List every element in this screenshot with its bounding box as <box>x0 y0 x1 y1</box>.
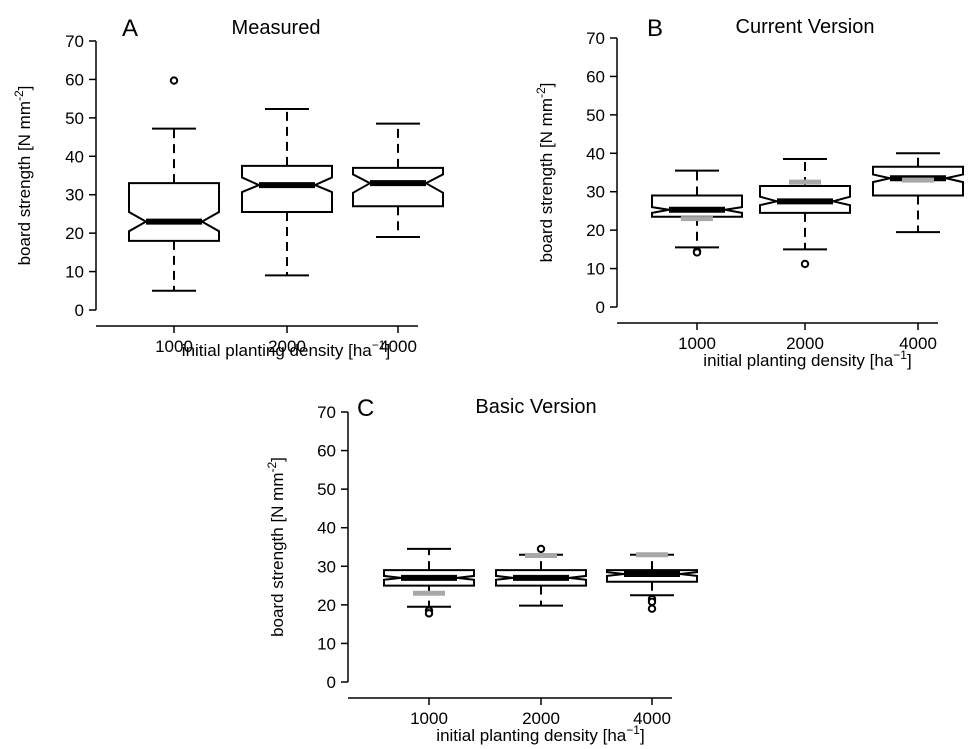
panel-c: 0 10 20 30 40 50 60 70 1000 2000 4000 C Basic Versio… <box>265 395 698 745</box>
y-axis-title: board strength [N mm-2] <box>534 83 556 263</box>
y-tick-label: 10 <box>586 260 605 279</box>
y-tick-label: 30 <box>317 557 336 576</box>
y-tick-label: 40 <box>317 519 336 538</box>
outlier-point <box>800 259 810 269</box>
y-tick-label: 70 <box>586 29 605 48</box>
y-tick-label: 40 <box>586 144 605 163</box>
panel-a: 0 10 20 30 40 50 60 70 1000 2000 4000 A Measured init… <box>12 15 444 360</box>
outlier-point <box>424 609 434 618</box>
x-tick-label: 2000 <box>268 337 306 356</box>
y-tick-label: 70 <box>317 403 336 422</box>
y-tick-label: 60 <box>65 70 84 89</box>
y-tick-label: 30 <box>586 183 605 202</box>
box-4000 <box>606 553 698 613</box>
panel-b: 0 10 20 30 40 50 60 70 1000 2000 4000 B Current Vers… <box>534 15 964 370</box>
box-body <box>651 194 743 218</box>
outlier-point <box>692 248 702 257</box>
x-tick-label: 1000 <box>410 709 448 728</box>
y-tick-label: 0 <box>327 673 336 692</box>
x-tick-label: 1000 <box>155 337 193 356</box>
box-2000 <box>759 158 851 269</box>
x-tick-label: 2000 <box>522 709 560 728</box>
y-tick-label: 20 <box>317 596 336 615</box>
box-1000 <box>383 547 475 618</box>
y-tick-label: 0 <box>596 298 605 317</box>
x-axis-title: initial planting density [ha−1] <box>703 348 911 370</box>
y-tick-label: 50 <box>317 480 336 499</box>
y-tick-label: 50 <box>586 106 605 125</box>
y-tick-label: 60 <box>586 67 605 86</box>
box-body <box>241 164 333 214</box>
panel-title: Measured <box>232 17 321 39</box>
panel-letter: C <box>357 395 374 422</box>
y-tick-label: 50 <box>65 109 84 128</box>
y-axis-title: board strength [N mm-2] <box>12 86 34 266</box>
panel-title: Current Version <box>736 16 875 38</box>
outlier-point <box>536 544 546 554</box>
box-2000 <box>241 108 333 277</box>
y-tick-label: 60 <box>317 442 336 461</box>
outlier-point <box>647 597 657 606</box>
panel-title: Basic Version <box>475 396 596 418</box>
x-tick-label: 4000 <box>633 709 671 728</box>
box-1000 <box>128 76 220 292</box>
outlier-point <box>647 604 657 613</box>
y-tick-label: 10 <box>317 634 336 653</box>
y-tick-label: 70 <box>65 32 84 51</box>
box-body <box>352 166 444 208</box>
x-tick-label: 2000 <box>786 334 824 353</box>
y-tick-label: 0 <box>75 301 84 320</box>
outlier-point <box>169 76 179 85</box>
y-tick-label: 30 <box>65 186 84 205</box>
y-tick-label: 20 <box>586 221 605 240</box>
x-tick-label: 4000 <box>379 337 417 356</box>
x-axis-title: initial planting density [ha−1] <box>436 723 644 745</box>
y-tick-label: 20 <box>65 224 84 243</box>
box-4000 <box>872 152 964 234</box>
panel-letter: A <box>122 15 138 42</box>
box-4000 <box>352 122 444 238</box>
y-tick-label: 10 <box>65 263 84 282</box>
box-1000 <box>651 169 743 257</box>
panel-letter: B <box>647 15 663 42</box>
box-body <box>128 182 220 242</box>
x-axis-title: initial planting density [ha−1] <box>182 338 390 360</box>
y-axis-title: board strength [N mm-2] <box>265 457 287 637</box>
x-tick-label: 1000 <box>678 334 716 353</box>
y-tick-label: 40 <box>65 147 84 166</box>
x-tick-label: 4000 <box>899 334 937 353</box>
